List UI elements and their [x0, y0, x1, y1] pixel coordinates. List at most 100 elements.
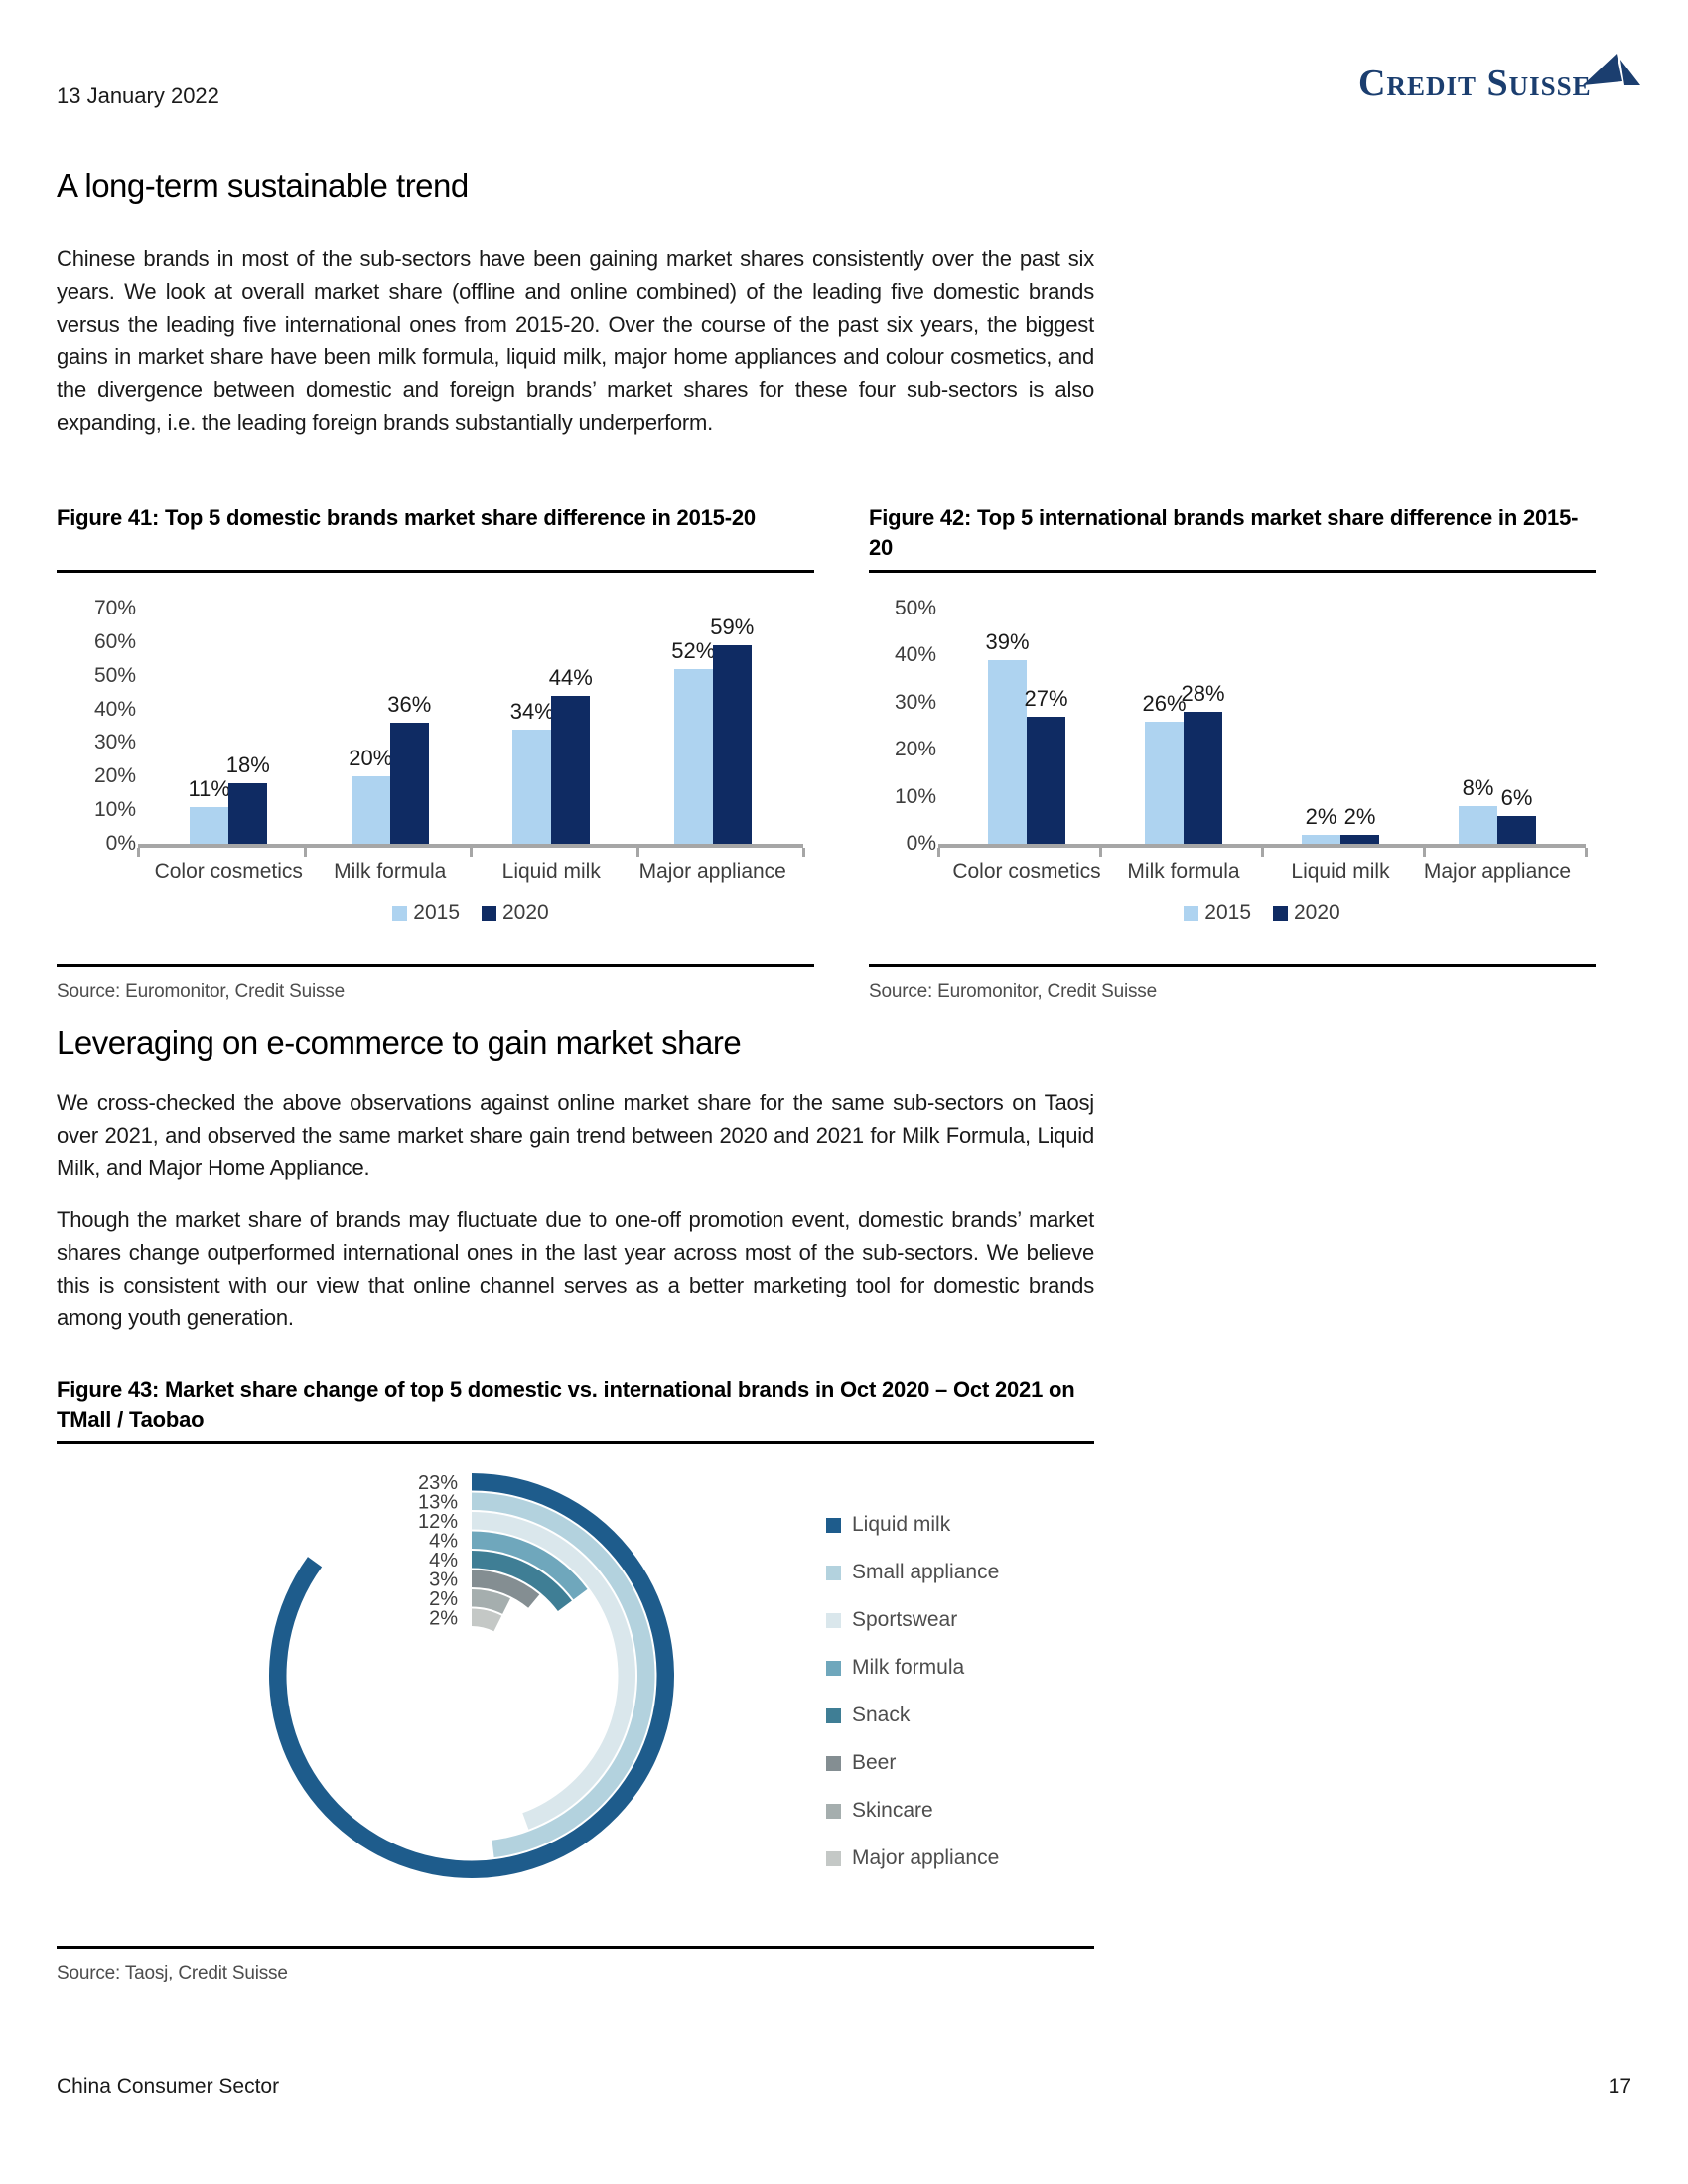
figure43-legend-item-sportswear: Sportswear: [826, 1608, 957, 1632]
figure42-title: Figure 42: Top 5 international brands ma…: [869, 505, 1579, 560]
bar-value-label: 18%: [225, 752, 270, 778]
radial-ring-major-appliance: [472, 1608, 502, 1632]
figure43-legend-swatch: [826, 1755, 841, 1771]
radial-ring-skincare: [472, 1589, 510, 1614]
bar-value-label: 8%: [1462, 775, 1494, 801]
y-axis-tick-label: 0%: [105, 832, 136, 855]
legend-swatch-2020: [1273, 905, 1288, 921]
legend-label-2015: 2015: [1204, 901, 1251, 924]
y-axis-tick-label: 20%: [93, 764, 136, 788]
bar-value-label: 44%: [548, 665, 593, 691]
bar-2020: [712, 645, 752, 844]
bar-value-label: 20%: [349, 746, 393, 771]
logo-wordmark: Credit Suisse: [1358, 63, 1592, 104]
figure43-legend-item-major-appliance: Major appliance: [826, 1846, 999, 1870]
x-axis-tick: [635, 848, 639, 857]
figure43-source: Source: Taosj, Credit Suisse: [57, 1963, 288, 1983]
legend-label-2015: 2015: [413, 901, 460, 924]
y-axis-tick-label: 50%: [93, 663, 136, 687]
figure43-legend-item-skincare: Skincare: [826, 1799, 933, 1823]
bar-value-label: 2%: [1343, 803, 1376, 829]
figure42-source: Source: Euromonitor, Credit Suisse: [869, 981, 1157, 1002]
x-axis-tick: [1261, 848, 1264, 857]
bar-value-label: 34%: [509, 698, 554, 724]
bar-2015: [512, 729, 552, 844]
y-axis-tick-label: 40%: [93, 697, 136, 721]
bar-2015: [351, 776, 390, 844]
bar-2015: [190, 806, 229, 844]
bar-value-label: 26%: [1142, 690, 1187, 716]
figure42-bottom-rule: [869, 964, 1596, 967]
radial-value-label-liquid-milk: 23%: [418, 1472, 458, 1494]
bar-value-label: 2%: [1305, 803, 1337, 829]
figure43-legend-label: Small appliance: [852, 1561, 1000, 1583]
legend-label-2020: 2020: [502, 901, 549, 924]
radial-value-label-major-appliance: 2%: [429, 1607, 458, 1629]
figure43-legend-label: Snack: [852, 1704, 911, 1726]
figure41-title-rule: [57, 570, 814, 573]
legend-swatch-2015: [392, 905, 408, 921]
figure43-legend-swatch: [826, 1612, 841, 1628]
category-label: Color cosmetics: [952, 860, 1101, 883]
bar-2015: [1459, 806, 1497, 844]
figure41-bottom-rule: [57, 964, 814, 967]
section2-paragraph-2: Though the market share of brands may fl…: [57, 1207, 1094, 1330]
bar-2015: [988, 660, 1027, 844]
figure43-legend: Liquid milk Small appliance Sportswear Milk…: [826, 1513, 1124, 1910]
figure43-legend-item-milk-formula: Milk formula: [826, 1656, 964, 1680]
y-axis-tick-label: 0%: [906, 832, 936, 855]
figure43-legend-label: Milk formula: [852, 1656, 965, 1679]
credit-suisse-logo: Credit Suisse: [1358, 54, 1640, 131]
x-axis-tick: [1585, 848, 1588, 857]
figure43-legend-label: Beer: [852, 1751, 897, 1774]
bar-2020: [1340, 834, 1379, 844]
radial-value-label-beer: 3%: [429, 1569, 458, 1590]
bar-2015: [673, 668, 713, 844]
legend-item-2015: 2015: [1184, 901, 1251, 925]
figure43-legend-label: Liquid milk: [852, 1513, 951, 1536]
figure43-legend-swatch: [826, 1565, 841, 1580]
legend-item-2015: 2015: [392, 901, 460, 925]
bar-value-label: 11%: [188, 775, 230, 801]
x-axis-tick: [802, 848, 805, 857]
figure43-title: Figure 43: Market share change of top 5 …: [57, 1377, 1075, 1432]
category-label: Milk formula: [1127, 860, 1240, 883]
section2-paragraph-1: We cross-checked the above observations …: [57, 1090, 1094, 1180]
y-axis-tick-label: 50%: [894, 597, 936, 619]
figure43-legend-label: Major appliance: [852, 1846, 1000, 1869]
report-date: 13 January 2022: [57, 83, 219, 108]
legend-label-2020: 2020: [1294, 901, 1340, 924]
legend-item-2020: 2020: [1273, 901, 1340, 925]
bar-2020: [1184, 712, 1222, 844]
bar-value-label: 52%: [671, 637, 716, 663]
bar-value-label: 27%: [1024, 686, 1068, 712]
radial-ring-milk-formula: [472, 1531, 588, 1600]
figure43-legend-label: Sportswear: [852, 1608, 958, 1631]
y-axis-tick-label: 40%: [894, 643, 936, 667]
y-axis-tick-label: 60%: [93, 629, 136, 653]
figure43-bottom-rule: [57, 1946, 1094, 1949]
radial-ring-beer: [472, 1570, 540, 1608]
section-heading-ecommerce: Leveraging on e-commerce to gain market …: [57, 1024, 742, 1061]
figure43-legend-swatch: [826, 1707, 841, 1723]
figure42-title-rule: [869, 570, 1596, 573]
bar-2020: [1497, 815, 1536, 844]
y-axis-tick-label: 30%: [894, 690, 936, 714]
radial-ring-snack: [472, 1551, 572, 1612]
radial-ring-sportswear: [472, 1512, 635, 1830]
figure42-bar-chart: 50% 40% 30% 20% 10% 0% Color cosmetics 39% 27% Mi…: [869, 584, 1596, 931]
bar-2020: [551, 696, 591, 844]
x-axis-tick: [137, 848, 140, 857]
x-axis-line: [938, 844, 1586, 848]
bar-value-label: 59%: [710, 614, 755, 640]
figure43-radial-chart: 23%13%12%4%4%3%2%2%: [268, 1472, 674, 1878]
bar-2020: [228, 783, 268, 844]
figure43-legend-item-small-appliance: Small appliance: [826, 1561, 999, 1584]
bar-value-label: 28%: [1181, 681, 1225, 707]
figure43-legend-swatch: [826, 1660, 841, 1676]
figure43-legend-item-snack: Snack: [826, 1704, 910, 1727]
radial-value-label-snack: 4%: [429, 1550, 458, 1571]
bar-value-label: 39%: [985, 629, 1030, 655]
chart-legend: 2015 2020: [148, 901, 793, 925]
